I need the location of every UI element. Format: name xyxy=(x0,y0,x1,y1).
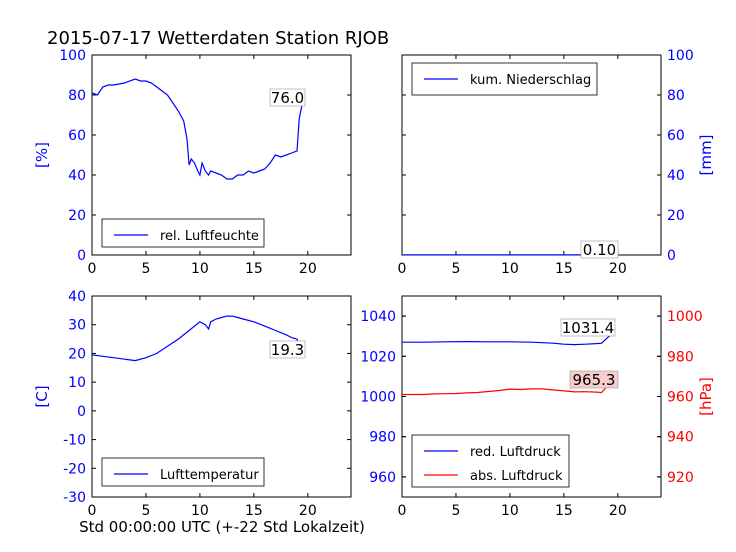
y-tick-label: 20 xyxy=(667,208,685,224)
panel-top-right: 0 5 10 15 20 0 20 40 60 80 100 [mm] kum. Niederschla… xyxy=(398,48,715,277)
y-tick-label: 20 xyxy=(68,346,86,362)
y-tick-label: -20 xyxy=(63,461,86,477)
y-tick-label: 0 xyxy=(667,248,676,264)
y-tick-label: 960 xyxy=(369,470,396,486)
y-tick-label: 40 xyxy=(667,168,685,184)
x-tick-label: 15 xyxy=(555,503,573,519)
y-tick-label: -30 xyxy=(63,490,86,506)
legend-box xyxy=(411,434,570,488)
x-tick-label: 0 xyxy=(88,261,97,277)
legend-box xyxy=(101,457,265,487)
x-tick-label: 20 xyxy=(609,503,627,519)
legend-label: abs. Luftdruck xyxy=(470,469,563,484)
value-annotation-box xyxy=(269,88,306,107)
value-annotation-box xyxy=(580,240,619,259)
plot-frame xyxy=(91,54,352,256)
legend-box xyxy=(101,218,265,248)
y-tick-label: 60 xyxy=(667,128,685,144)
y-tick-label: 20 xyxy=(68,208,86,224)
y-tick-label: 1020 xyxy=(360,349,396,365)
y-tick-label: 40 xyxy=(68,168,86,184)
value-annotation-box xyxy=(560,318,616,337)
value-annotation: 1031.4 xyxy=(562,319,615,337)
x-tick-label: 0 xyxy=(398,261,407,277)
y-axis-label: [C] xyxy=(33,385,51,407)
y-tick-label: 60 xyxy=(68,128,86,144)
x-tick-label: 15 xyxy=(555,261,573,277)
x-tick-label: 0 xyxy=(398,503,407,519)
value-annotation-box xyxy=(269,340,306,359)
y-tick-label: 960 xyxy=(667,390,694,406)
legend-label: rel. Luftfeuchte xyxy=(160,229,259,244)
x-axis-footer-label: Std 00:00:00 UTC (+-22 Std Lokalzeit) xyxy=(79,518,365,536)
x-tick-label: 5 xyxy=(451,261,460,277)
panel-top-left: 0 5 10 15 20 0 20 40 60 80 100 [%] rel. Luftfeuchte 7… xyxy=(33,48,352,277)
x-tick-label: 20 xyxy=(299,261,317,277)
value-annotation: 19.3 xyxy=(271,341,304,359)
x-tick-label: 5 xyxy=(141,503,150,519)
y-tick-label: -10 xyxy=(63,433,86,449)
y-tick-label: 100 xyxy=(667,48,694,64)
series-line-0 xyxy=(402,332,613,346)
y-axis-label: [hPa] xyxy=(697,377,715,416)
y-tick-label: 0 xyxy=(77,404,86,420)
x-tick-label: 10 xyxy=(191,503,209,519)
y-tick-label: 1000 xyxy=(667,309,703,325)
y-axis-label: [%] xyxy=(33,142,51,168)
series-line-1 xyxy=(402,385,613,396)
x-tick-label: 10 xyxy=(501,503,519,519)
y-axis-label: [mm] xyxy=(697,135,715,176)
y-tick-label: 980 xyxy=(667,349,694,365)
value-annotation: 0.10 xyxy=(583,241,616,259)
value-annotation-box xyxy=(569,370,619,389)
panel-bottom-left: 0 5 10 15 20 -30 -20 -10 0 10 20 30 40 [C] Lufttempera… xyxy=(33,289,352,519)
x-tick-label: 5 xyxy=(451,503,460,519)
y-tick-label: 30 xyxy=(68,318,86,334)
y-tick-label: 100 xyxy=(59,48,86,64)
plot-frame xyxy=(91,295,352,498)
legend-label: kum. Niederschlag xyxy=(470,73,591,88)
series-line-0 xyxy=(91,78,303,180)
x-tick-label: 15 xyxy=(245,503,263,519)
legend-label: Lufttemperatur xyxy=(160,468,259,483)
series-line-0 xyxy=(91,315,303,362)
y-tick-label: 920 xyxy=(667,470,694,486)
y-tick-label: 40 xyxy=(68,289,86,305)
y-tick-label: 1040 xyxy=(360,309,396,325)
y-tick-label: 10 xyxy=(68,375,86,391)
x-tick-label: 20 xyxy=(609,261,627,277)
value-annotation: 965.3 xyxy=(573,371,616,389)
x-tick-label: 15 xyxy=(245,261,263,277)
x-tick-label: 0 xyxy=(88,503,97,519)
legend-label: red. Luftdruck xyxy=(470,445,561,460)
y-tick-label: 980 xyxy=(369,430,396,446)
y-tick-label: 80 xyxy=(667,88,685,104)
x-tick-label: 10 xyxy=(191,261,209,277)
y-tick-label: 80 xyxy=(68,88,86,104)
x-tick-label: 5 xyxy=(141,261,150,277)
x-tick-label: 10 xyxy=(501,261,519,277)
y-tick-label: 1000 xyxy=(360,390,396,406)
panel-bottom-right: 0 5 10 15 20 960 980 1000 1020 1040 920 940 960 980 10… xyxy=(360,295,715,519)
figure-title: 2015-07-17 Wetterdaten Station RJOB xyxy=(47,28,389,49)
y-tick-label: 0 xyxy=(77,248,86,264)
value-annotation: 76.0 xyxy=(271,89,304,107)
x-tick-label: 20 xyxy=(299,503,317,519)
y-tick-label: 940 xyxy=(667,430,694,446)
